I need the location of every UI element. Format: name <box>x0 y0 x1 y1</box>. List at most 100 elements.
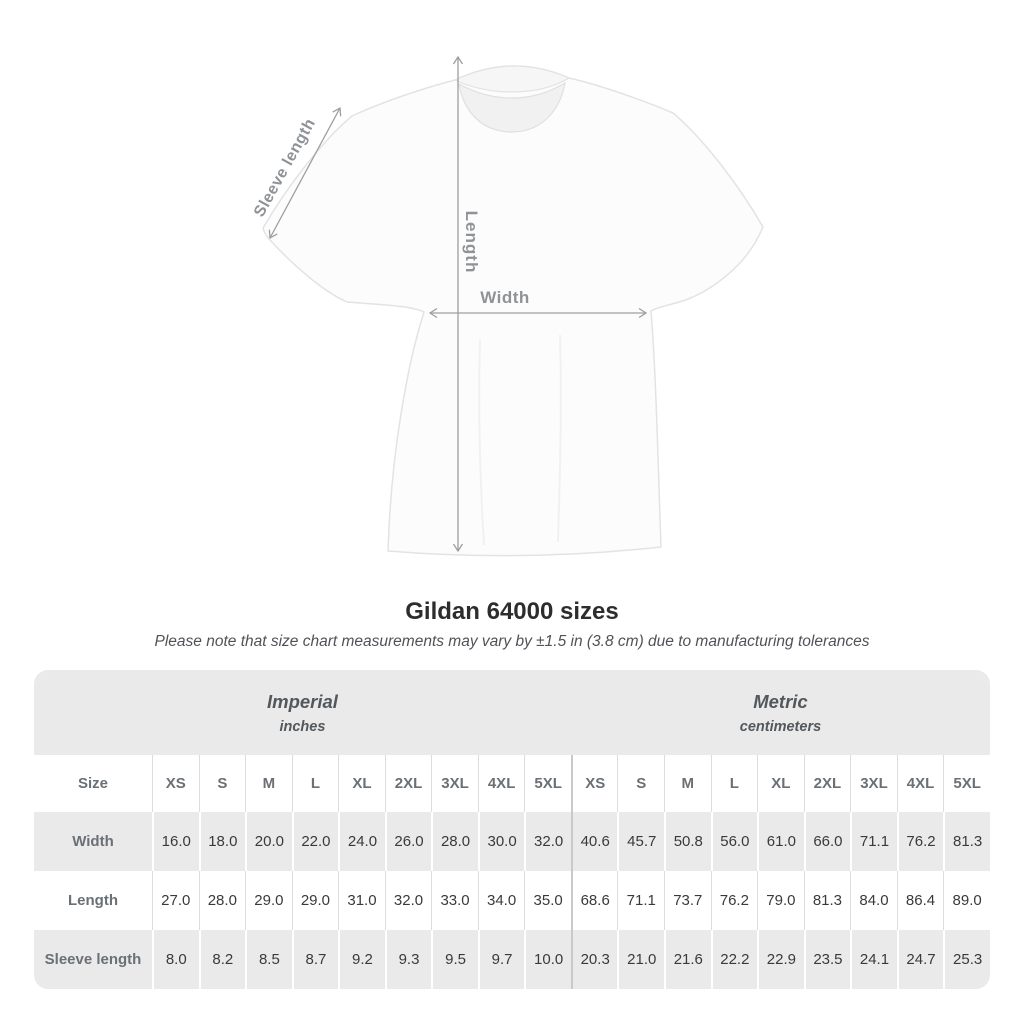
value-cell: 56.0 <box>710 812 758 871</box>
tshirt-illustration <box>262 65 764 557</box>
size-header-imperial-l: L <box>291 755 339 812</box>
value-cell: 79.0 <box>757 871 804 930</box>
tshirt-collar-band <box>453 65 571 93</box>
measurement-row-sleeve-length: Sleeve length 8.0 8.2 8.5 8.7 9.2 9.3 9.5 9.7 10.… <box>34 930 990 989</box>
value-cell: 8.5 <box>245 930 292 989</box>
measurement-row-width: Width 16.0 18.0 20.0 22.0 24.0 26.0 28.0 30.0 32.… <box>34 812 990 871</box>
value-cell: 68.6 <box>570 871 618 930</box>
row-label: Length <box>68 892 118 909</box>
value-cell: 76.2 <box>896 812 944 871</box>
tshirt-fold-right <box>557 334 562 543</box>
size-header-imperial-4xl: 4XL <box>477 755 525 812</box>
size-header-metric-5xl: 5XL <box>943 755 990 812</box>
value-cell: 84.0 <box>850 871 897 930</box>
value-cell: 66.0 <box>803 812 851 871</box>
value-cell: 50.8 <box>664 812 711 871</box>
value-cell: 28.0 <box>431 812 478 871</box>
tshirt-neck-opening <box>458 81 566 133</box>
size-header-imperial-3xl: 3XL <box>431 755 478 812</box>
value-cell: 33.0 <box>431 871 478 930</box>
value-cell: 8.0 <box>152 930 199 989</box>
sleeve-dimension-arrow <box>268 106 342 240</box>
value-cell: 20.0 <box>245 812 292 871</box>
value-cell: 89.0 <box>943 871 990 930</box>
value-cell: 9.2 <box>338 930 385 989</box>
value-cell: 40.6 <box>570 812 618 871</box>
value-cell: 9.5 <box>431 930 478 989</box>
size-column-header: Size <box>77 775 108 792</box>
page-subtitle: Please note that size chart measurements… <box>154 633 870 650</box>
value-cell: 21.6 <box>664 930 711 989</box>
value-cell: 30.0 <box>477 812 525 871</box>
value-cell: 86.4 <box>896 871 944 930</box>
tshirt-fold-left <box>478 339 485 546</box>
length-dimension-label: Length <box>462 211 481 274</box>
size-header-metric-2xl: 2XL <box>803 755 851 812</box>
value-cell: 45.7 <box>617 812 665 871</box>
value-cell: 76.2 <box>710 871 758 930</box>
size-header-metric-xl: XL <box>757 755 804 812</box>
value-cell: 20.3 <box>570 930 618 989</box>
value-cell: 34.0 <box>477 871 525 930</box>
size-header-imperial-2xl: 2XL <box>384 755 432 812</box>
size-header-metric-3xl: 3XL <box>850 755 897 812</box>
imperial-header-cell: Imperial inches <box>34 670 571 755</box>
value-cell: 24.7 <box>896 930 944 989</box>
value-cell: 9.3 <box>384 930 432 989</box>
value-cell: 32.0 <box>384 871 432 930</box>
size-header-imperial-5xl: 5XL <box>524 755 571 812</box>
value-cell: 71.1 <box>617 871 664 930</box>
tshirt-body <box>262 65 764 557</box>
metric-unit-label: Metric <box>753 690 808 712</box>
size-header-metric-s: S <box>617 755 664 812</box>
value-cell: 8.7 <box>291 930 339 989</box>
value-cell: 10.0 <box>524 930 571 989</box>
metric-unit-sublabel: centimeters <box>739 718 822 735</box>
value-cell: 71.1 <box>850 812 897 871</box>
measurement-row-length: Length 27.0 28.0 29.0 29.0 31.0 32.0 33.0 34.0 35… <box>34 871 990 930</box>
value-cell: 81.3 <box>943 812 990 871</box>
dimension-arrows <box>268 55 648 553</box>
value-cell: 18.0 <box>198 812 246 871</box>
value-cell: 32.0 <box>524 812 571 871</box>
width-dimension-label: Width <box>480 288 530 307</box>
value-cell: 8.2 <box>198 930 246 989</box>
value-cell: 24.1 <box>850 930 897 989</box>
value-cell: 21.0 <box>617 930 665 989</box>
value-cell: 23.5 <box>803 930 851 989</box>
value-cell: 27.0 <box>152 871 199 930</box>
row-label: Sleeve length <box>34 930 152 989</box>
size-header-metric-xs: XS <box>570 755 618 812</box>
imperial-unit-label: Imperial <box>266 690 338 712</box>
value-cell: 24.0 <box>338 812 385 871</box>
size-header-metric-4xl: 4XL <box>896 755 944 812</box>
unit-header-row: Imperial inches Metric centimeters <box>34 670 990 755</box>
size-header-row: Size XS S M L XL 2XL 3XL 4XL 5XL XS S M L XL 2XL 3XL 4XL… <box>34 755 990 812</box>
value-cell: 73.7 <box>664 871 711 930</box>
size-header-imperial-m: M <box>245 755 292 812</box>
size-header-metric-m: M <box>664 755 711 812</box>
value-cell: 9.7 <box>477 930 525 989</box>
value-cell: 81.3 <box>803 871 851 930</box>
value-cell: 26.0 <box>384 812 432 871</box>
row-label: Width <box>34 812 152 871</box>
value-cell: 16.0 <box>152 812 199 871</box>
value-cell: 28.0 <box>198 871 246 930</box>
size-header-imperial-xs: XS <box>152 755 199 812</box>
value-cell: 25.3 <box>943 930 990 989</box>
value-cell: 29.0 <box>245 871 292 930</box>
size-table: Imperial inches Metric centimeters Size … <box>34 670 990 989</box>
value-cell: 35.0 <box>524 871 571 930</box>
value-cell: 22.9 <box>757 930 804 989</box>
value-cell: 29.0 <box>291 871 339 930</box>
size-header-metric-l: L <box>710 755 758 812</box>
imperial-unit-sublabel: inches <box>279 718 326 735</box>
page-title: Gildan 64000 sizes <box>405 598 619 625</box>
metric-header-cell: Metric centimeters <box>570 670 990 755</box>
size-header-imperial-s: S <box>198 755 246 812</box>
size-header-imperial-xl: XL <box>338 755 385 812</box>
value-cell: 22.2 <box>710 930 758 989</box>
value-cell: 61.0 <box>757 812 804 871</box>
